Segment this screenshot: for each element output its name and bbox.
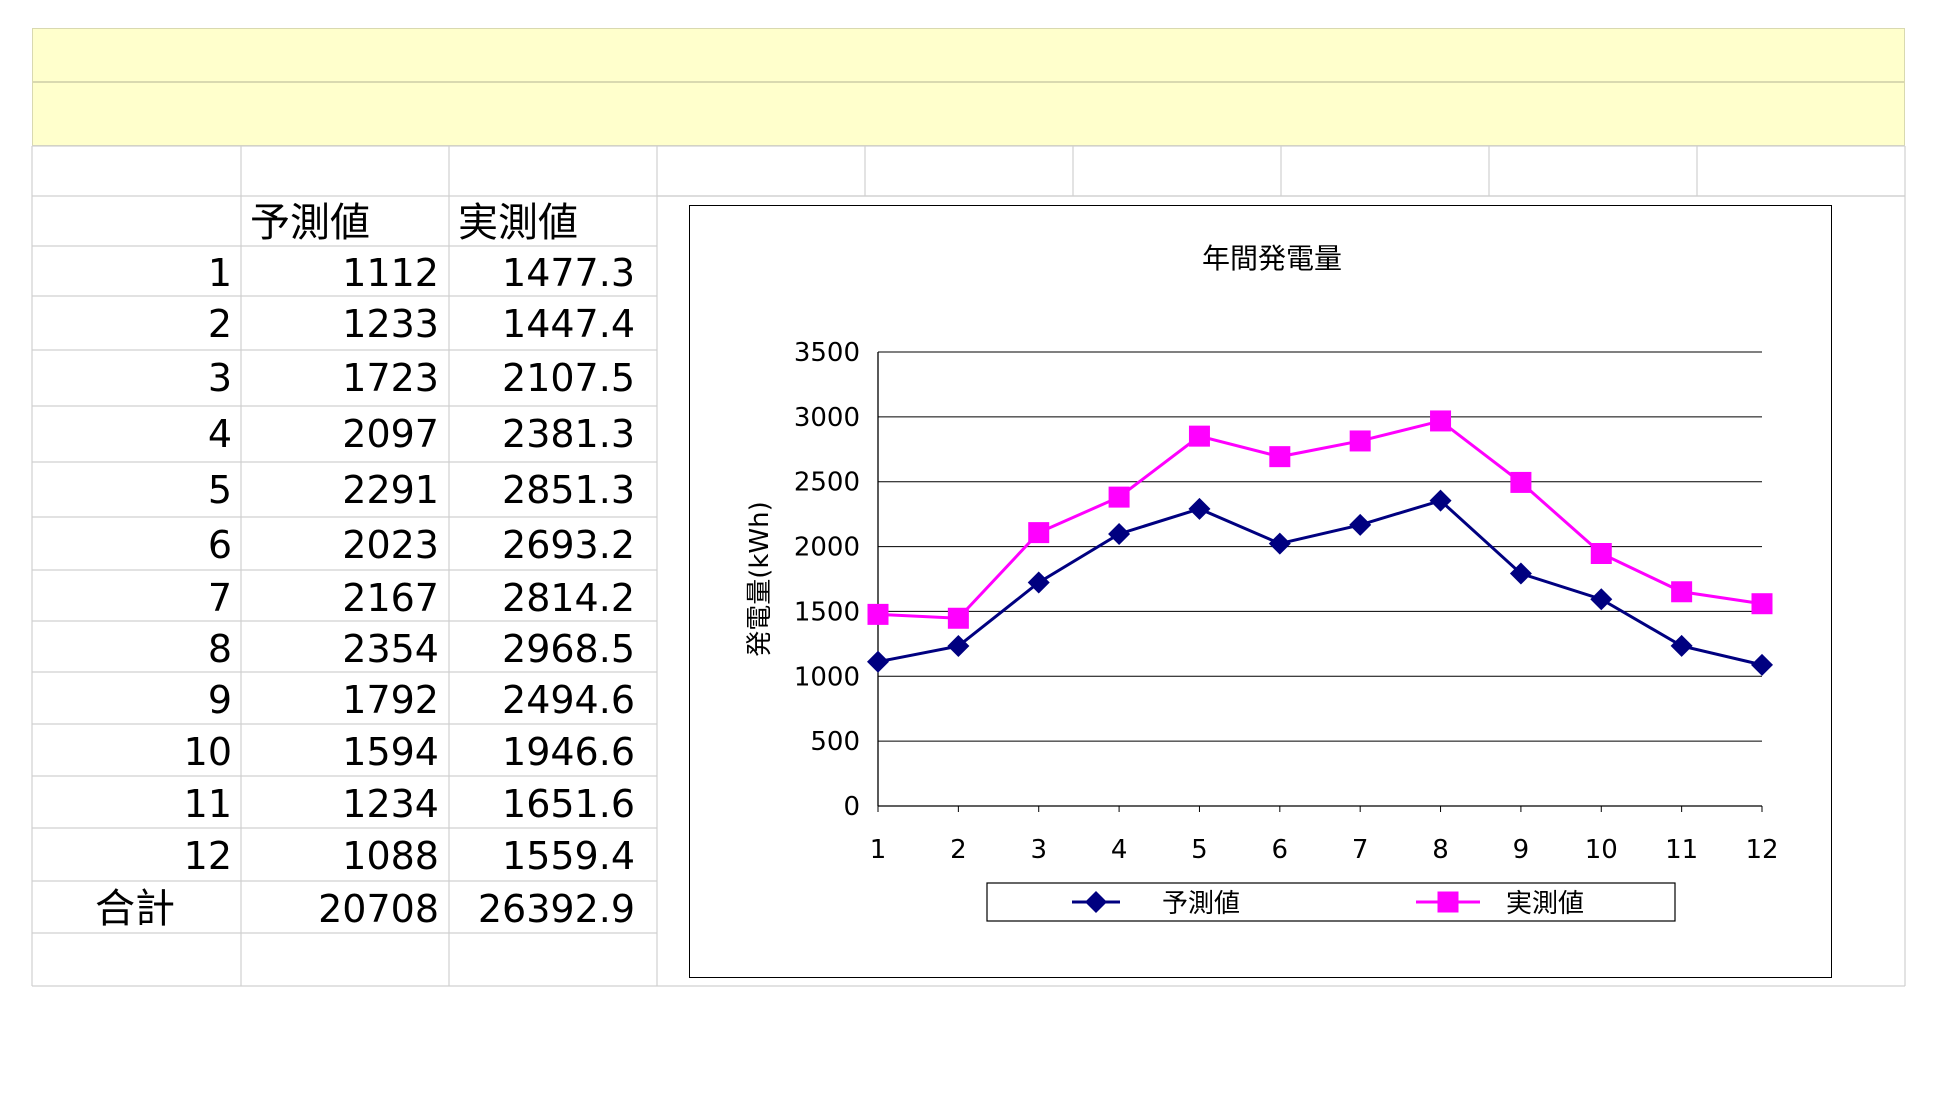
row-forecast-2[interactable]: 1233 — [342, 302, 439, 346]
row-forecast-7[interactable]: 2167 — [342, 576, 439, 620]
series-line-actual — [877, 419, 1763, 620]
row-forecast-11[interactable]: 1234 — [342, 782, 439, 826]
legend-marker-actual — [1437, 891, 1459, 913]
actual-point-4[interactable] — [1108, 486, 1130, 508]
row-actual-4[interactable]: 2381.3 — [502, 412, 635, 456]
row-actual-6[interactable]: 2693.2 — [502, 523, 635, 567]
header-actual[interactable]: 実測値 — [458, 200, 578, 246]
forecast-point-5[interactable] — [1188, 497, 1211, 520]
actual-point-3[interactable] — [1028, 522, 1050, 544]
x-tick-2: 2 — [950, 835, 967, 865]
y-axis-label: 発電量(kWh) — [745, 501, 775, 657]
forecast-point-11[interactable] — [1670, 634, 1693, 657]
header-forecast[interactable]: 予測値 — [250, 200, 370, 246]
y-tick-2000: 2000 — [794, 533, 860, 563]
forecast-point-2[interactable] — [947, 635, 970, 658]
actual-point-5[interactable] — [1188, 425, 1210, 447]
x-tick-1: 1 — [870, 835, 887, 865]
row-month-9[interactable]: 9 — [207, 678, 232, 722]
chart-title: 年間発電量 — [1202, 242, 1342, 275]
row-month-8[interactable]: 8 — [207, 627, 232, 671]
row-actual-7[interactable]: 2814.2 — [502, 576, 635, 620]
forecast-point-9[interactable] — [1509, 562, 1532, 585]
row-month-6[interactable]: 6 — [207, 523, 232, 567]
row-forecast-12[interactable]: 1088 — [342, 834, 439, 878]
row-actual-5[interactable]: 2851.3 — [502, 468, 635, 512]
row-forecast-6[interactable]: 2023 — [342, 523, 439, 567]
x-tick-8: 8 — [1432, 835, 1449, 865]
row-month-12[interactable]: 12 — [183, 834, 232, 878]
actual-point-6[interactable] — [1269, 446, 1291, 468]
row-month-7[interactable]: 7 — [207, 576, 232, 620]
actual-point-9[interactable] — [1510, 471, 1532, 493]
forecast-point-8[interactable] — [1429, 489, 1452, 512]
total-label[interactable]: 合計 — [95, 886, 175, 932]
x-tick-5: 5 — [1191, 835, 1208, 865]
row-actual-11[interactable]: 1651.6 — [502, 782, 635, 826]
row-month-5[interactable]: 5 — [207, 468, 232, 512]
row-month-3[interactable]: 3 — [207, 356, 232, 400]
forecast-point-10[interactable] — [1590, 588, 1613, 611]
row-forecast-4[interactable]: 2097 — [342, 412, 439, 456]
legend-label-actual: 実測値 — [1506, 889, 1584, 919]
row-month-11[interactable]: 11 — [183, 782, 232, 826]
forecast-point-7[interactable] — [1349, 513, 1372, 536]
chart-area[interactable]: 年間発電量 0 500 1000 1500 2000 2500 3000 3500 1 2 3 4 5 6 7… — [689, 205, 1832, 978]
row-actual-10[interactable]: 1946.6 — [502, 730, 635, 774]
x-tick-10: 10 — [1585, 835, 1618, 865]
row-forecast-3[interactable]: 1723 — [342, 356, 439, 400]
legend: 予測値 実測値 — [986, 882, 1676, 922]
row-forecast-9[interactable]: 1792 — [342, 678, 439, 722]
row-month-10[interactable]: 10 — [183, 730, 232, 774]
row-forecast-8[interactable]: 2354 — [342, 627, 439, 671]
y-tick-0: 0 — [843, 792, 860, 822]
subtitle-row-band — [32, 82, 1905, 146]
row-actual-1[interactable]: 1477.3 — [502, 251, 635, 295]
title-row-band — [32, 28, 1905, 82]
row-actual-12[interactable]: 1559.4 — [502, 834, 635, 878]
series-line-forecast — [877, 498, 1763, 667]
total-forecast[interactable]: 20708 — [318, 887, 439, 931]
row-month-2[interactable]: 2 — [207, 302, 232, 346]
forecast-point-12[interactable] — [1751, 653, 1773, 676]
legend-label-forecast: 予測値 — [1162, 889, 1240, 919]
actual-point-12[interactable] — [1751, 593, 1773, 615]
row-actual-9[interactable]: 2494.6 — [502, 678, 635, 722]
row-month-1[interactable]: 1 — [207, 251, 232, 295]
forecast-point-3[interactable] — [1027, 571, 1050, 594]
actual-point-8[interactable] — [1430, 410, 1452, 432]
row-forecast-1[interactable]: 1112 — [342, 251, 439, 295]
x-tick-4: 4 — [1111, 835, 1128, 865]
total-actual[interactable]: 26392.9 — [477, 887, 635, 931]
y-tick-1000: 1000 — [794, 662, 860, 692]
row-forecast-5[interactable]: 2291 — [342, 468, 439, 512]
y-tick-500: 500 — [810, 727, 860, 757]
actual-point-1[interactable] — [867, 603, 889, 625]
actual-point-11[interactable] — [1671, 581, 1693, 603]
actual-point-7[interactable] — [1349, 430, 1371, 452]
x-tick-3: 3 — [1030, 835, 1047, 865]
actual-point-2[interactable] — [947, 607, 969, 629]
forecast-point-4[interactable] — [1108, 522, 1131, 545]
row-actual-8[interactable]: 2968.5 — [502, 627, 635, 671]
x-tick-12: 12 — [1745, 835, 1778, 865]
x-tick-7: 7 — [1352, 835, 1369, 865]
x-tick-6: 6 — [1272, 835, 1289, 865]
y-tick-1500: 1500 — [794, 597, 860, 627]
row-forecast-10[interactable]: 1594 — [342, 730, 439, 774]
x-tick-9: 9 — [1513, 835, 1530, 865]
forecast-point-1[interactable] — [867, 650, 889, 673]
row-actual-2[interactable]: 1447.4 — [502, 302, 635, 346]
forecast-point-6[interactable] — [1268, 532, 1291, 555]
x-tick-11: 11 — [1665, 835, 1698, 865]
row-month-4[interactable]: 4 — [207, 412, 232, 456]
y-tick-3500: 3500 — [794, 338, 860, 368]
actual-point-10[interactable] — [1590, 542, 1612, 564]
legend-marker-forecast — [1085, 891, 1107, 913]
y-tick-3000: 3000 — [794, 403, 860, 433]
y-tick-2500: 2500 — [794, 468, 860, 498]
row-actual-3[interactable]: 2107.5 — [502, 356, 635, 400]
